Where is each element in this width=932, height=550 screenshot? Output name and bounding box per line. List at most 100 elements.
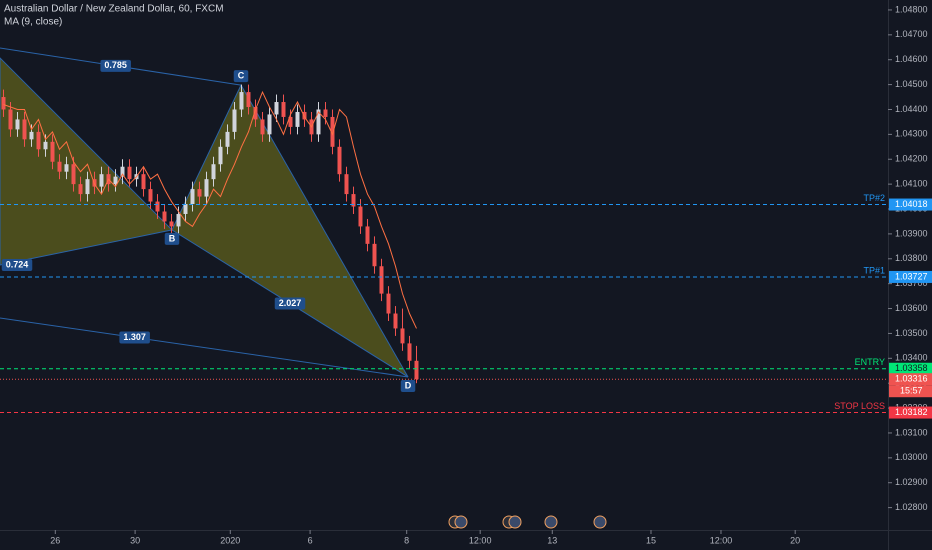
ratio-label: 1.307 [119, 331, 150, 344]
candle-body [330, 116, 335, 147]
y-tick-label: 1.03900 [895, 228, 928, 238]
event-icon[interactable] [593, 515, 607, 529]
candle-body [78, 184, 83, 195]
candle-body [204, 179, 209, 197]
level-name: TP#1 [863, 265, 885, 275]
y-tick-label: 1.04700 [895, 29, 928, 39]
x-tick-label: 2020 [220, 535, 240, 545]
y-tick-label: 1.02800 [895, 502, 928, 512]
candle-body [295, 111, 300, 127]
ratio-label-text: 0.785 [104, 60, 127, 70]
ratio-label-text: 1.307 [123, 332, 146, 342]
candle-body [183, 204, 188, 214]
ratio-label-box [274, 297, 306, 310]
chart-title: Australian Dollar / New Zealand Dollar, … [4, 4, 224, 15]
x-tick-label: 8 [404, 535, 409, 545]
point-label-text: D [405, 380, 412, 390]
candle-body [344, 174, 349, 195]
y-tick-label: 1.03500 [895, 328, 928, 338]
candle-body [358, 206, 363, 227]
candle-body [316, 109, 321, 135]
candle-body [218, 146, 223, 165]
level-price-box [889, 373, 932, 386]
x-tick-label: 12:00 [710, 535, 733, 545]
y-tick-label: 1.03800 [895, 253, 928, 263]
level-price: 1.03182 [895, 407, 928, 417]
candle-body [15, 119, 20, 130]
candle-body [57, 161, 62, 172]
candle-body [127, 166, 132, 180]
candle-body [148, 189, 153, 202]
candle-body [393, 313, 398, 329]
candle-body [71, 164, 76, 185]
ratio-label-text: 0.724 [6, 259, 29, 269]
point-label: B [164, 232, 180, 245]
candle-body [323, 109, 328, 117]
candle-body [99, 174, 104, 187]
x-tick-label: 30 [130, 535, 140, 545]
pattern-triangle [0, 57, 173, 266]
y-tick-label: 1.03600 [895, 303, 928, 313]
x-tick-label: 26 [50, 535, 60, 545]
candle-body [1, 97, 6, 110]
level-price: 1.03316 [895, 374, 928, 384]
candle-body [281, 102, 286, 117]
point-label-box [233, 70, 249, 83]
x-tick-label: 6 [308, 535, 313, 545]
y-tick-label: 1.03400 [895, 353, 928, 363]
y-tick-label: 1.02900 [895, 477, 928, 487]
point-label-text: B [169, 233, 176, 243]
y-tick-label: 1.04200 [895, 154, 928, 164]
candle-body [211, 164, 216, 180]
ratio-label: 0.785 [100, 59, 131, 72]
level-name: TP#2 [863, 193, 885, 203]
candle-body [197, 189, 202, 197]
point-label-text: C [238, 70, 245, 80]
x-tick-label: 15 [646, 535, 656, 545]
point-label-box [164, 232, 180, 245]
point-label: D [400, 379, 416, 392]
level-price-box [889, 198, 932, 211]
candle-body [288, 116, 293, 127]
x-tick-label: 12:00 [469, 535, 492, 545]
candle-body [50, 141, 55, 162]
event-icon[interactable] [508, 515, 522, 529]
event-icon[interactable] [544, 515, 558, 529]
candle-body [253, 106, 258, 120]
candle-body [337, 146, 342, 175]
event-icon[interactable] [454, 515, 468, 529]
level-price: 1.03727 [895, 271, 928, 281]
candle-body [274, 102, 279, 115]
y-tick-label: 1.04500 [895, 79, 928, 89]
candle-body [22, 119, 27, 140]
candle-body [8, 109, 13, 130]
candle-body [239, 92, 244, 110]
candle-body [176, 213, 181, 227]
countdown: 15:57 [900, 386, 923, 396]
ma-line [3, 90, 417, 329]
candle-body [351, 194, 356, 207]
candle-body [225, 131, 230, 147]
level-price: 1.04018 [895, 199, 928, 209]
ratio-label-box [119, 331, 150, 344]
event-icons[interactable] [448, 515, 607, 529]
level-name: ENTRY [855, 357, 885, 367]
candle-body [365, 226, 370, 244]
candle-body [29, 131, 34, 140]
level-price-box [889, 406, 932, 419]
y-tick-label: 1.04600 [895, 54, 928, 64]
countdown-box [889, 385, 932, 398]
candle-body [302, 111, 307, 120]
x-tick-label: 13 [547, 535, 557, 545]
y-tick-label: 1.04300 [895, 129, 928, 139]
candle-body [190, 189, 195, 205]
level-price: 1.03358 [895, 363, 928, 373]
candle-body [232, 109, 237, 132]
y-tick-label: 1.04400 [895, 104, 928, 114]
candle-body [414, 360, 419, 380]
y-tick-label: 1.04100 [895, 179, 928, 189]
ratio-label-box [100, 59, 131, 72]
candle-body [246, 92, 251, 107]
